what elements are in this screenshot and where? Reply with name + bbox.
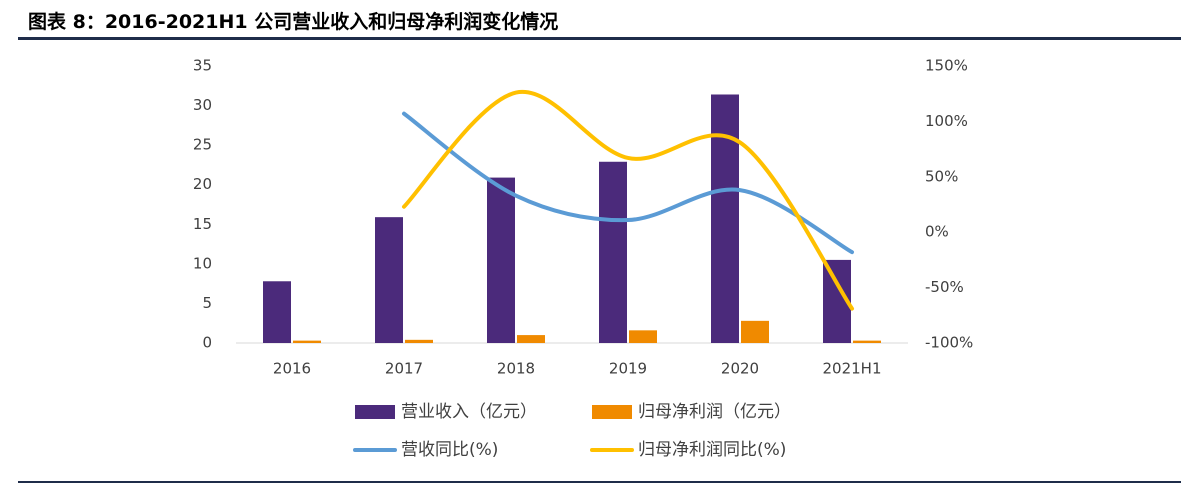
x-tick-label: 2021H1: [823, 360, 882, 378]
x-tick-label: 2016: [273, 360, 311, 378]
legend-label: 归母净利润（亿元）: [638, 402, 791, 422]
x-tick-label: 2017: [385, 360, 423, 378]
y-tick-label: 20: [193, 175, 212, 193]
y-tick-label: 30: [193, 96, 212, 114]
legend-swatch: [355, 405, 395, 419]
bar: [487, 177, 515, 343]
bar: [375, 217, 403, 343]
bar: [711, 94, 739, 344]
bar: [853, 340, 881, 343]
y-tick-label: 25: [193, 136, 212, 154]
y-tick-label: 35: [193, 57, 212, 75]
x-tick-label: 2018: [497, 360, 535, 378]
y2-tick-label: 150%: [925, 57, 968, 75]
chart-title: 图表 8：2016-2021H1 公司营业收入和归母净利润变化情况: [28, 10, 558, 33]
x-tick-label: 2019: [609, 360, 647, 378]
bar: [741, 320, 769, 343]
y-tick-label: 10: [193, 254, 212, 272]
y2-tick-label: 100%: [925, 112, 968, 130]
bar: [599, 161, 627, 343]
x-tick-label: 2020: [721, 360, 759, 378]
line: [402, 111, 854, 255]
y2-tick-label: 50%: [925, 167, 958, 185]
legend-label: 归母净利润同比(%): [638, 440, 786, 460]
y2-tick-label: -100%: [925, 334, 973, 352]
legend-label: 营收同比(%): [401, 440, 498, 460]
title-rule: [18, 37, 1181, 40]
bottom-rule: [18, 481, 1181, 483]
bar: [517, 335, 545, 343]
bar: [263, 281, 291, 343]
y-tick-label: 0: [202, 334, 212, 352]
y-tick-label: 15: [193, 215, 212, 233]
bar: [293, 340, 321, 343]
bar: [405, 339, 433, 343]
y2-tick-label: -50%: [925, 278, 964, 296]
bar: [629, 330, 657, 343]
legend-swatch: [592, 405, 632, 419]
line: [402, 89, 854, 311]
y2-tick-label: 0%: [925, 223, 949, 241]
legend-label: 营业收入（亿元）: [401, 402, 537, 422]
y-tick-label: 5: [202, 294, 212, 312]
